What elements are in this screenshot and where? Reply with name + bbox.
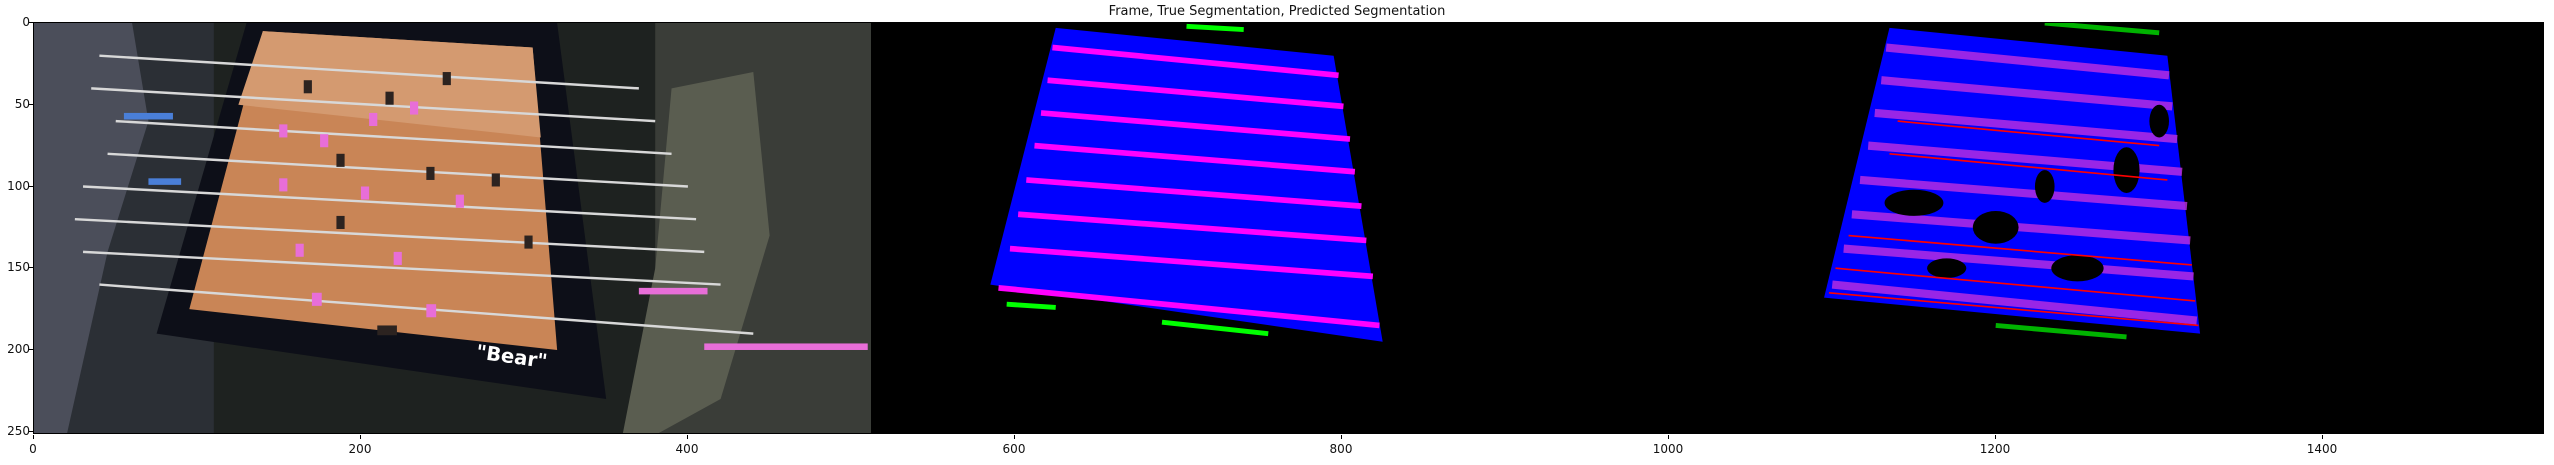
dark-players — [303, 72, 533, 336]
x-tick — [1995, 435, 1996, 439]
true-segmentation-panel — [871, 23, 1708, 433]
x-tick — [360, 435, 361, 439]
y-tick — [29, 104, 33, 105]
predicted-segmentation-panel — [1708, 23, 2543, 433]
y-tick-label: 0 — [22, 15, 30, 29]
x-tick — [687, 435, 688, 439]
x-tick — [2322, 435, 2323, 439]
predicted-red-outlines — [1828, 120, 2199, 327]
x-tick-label: 600 — [1002, 442, 1026, 456]
pink-players — [279, 101, 868, 350]
x-tick-label: 400 — [675, 442, 699, 456]
frame-rods — [74, 54, 754, 335]
x-tick-label: 1000 — [1652, 442, 1684, 456]
frame-panel: "Bear" — [34, 23, 871, 433]
x-tick — [1014, 435, 1015, 439]
x-tick — [33, 435, 34, 439]
y-tick-label: 50 — [14, 97, 30, 111]
true-rod-masks — [998, 44, 1380, 329]
blue-handles — [123, 112, 182, 185]
true-ball-masks — [1006, 23, 1269, 337]
predicted-ball-masks — [1995, 23, 2160, 340]
predicted-holes — [1884, 104, 2170, 282]
y-tick-label: 150 — [7, 260, 30, 274]
true-table-mask — [990, 27, 1383, 342]
y-tick-label: 250 — [7, 424, 30, 438]
x-tick-label: 800 — [1329, 442, 1353, 456]
y-tick-label: 100 — [7, 179, 30, 193]
y-tick — [29, 22, 33, 23]
image-axes: "Bear" — [33, 22, 2544, 434]
y-tick — [29, 431, 33, 432]
x-tick — [1341, 435, 1342, 439]
x-tick-label: 0 — [29, 442, 37, 456]
y-tick — [29, 267, 33, 268]
figure-title: Frame, True Segmentation, Predicted Segm… — [1108, 4, 1446, 19]
x-tick — [1668, 435, 1669, 439]
x-tick-label: 1400 — [2306, 442, 2338, 456]
x-tick-label: 200 — [348, 442, 372, 456]
predicted-rod-masks — [1831, 43, 2198, 325]
left-player — [34, 23, 149, 433]
y-tick-label: 200 — [7, 342, 30, 356]
y-tick — [29, 349, 33, 350]
y-tick — [29, 186, 33, 187]
image-canvas: "Bear" — [34, 23, 2543, 433]
x-tick-label: 1200 — [1979, 442, 2011, 456]
